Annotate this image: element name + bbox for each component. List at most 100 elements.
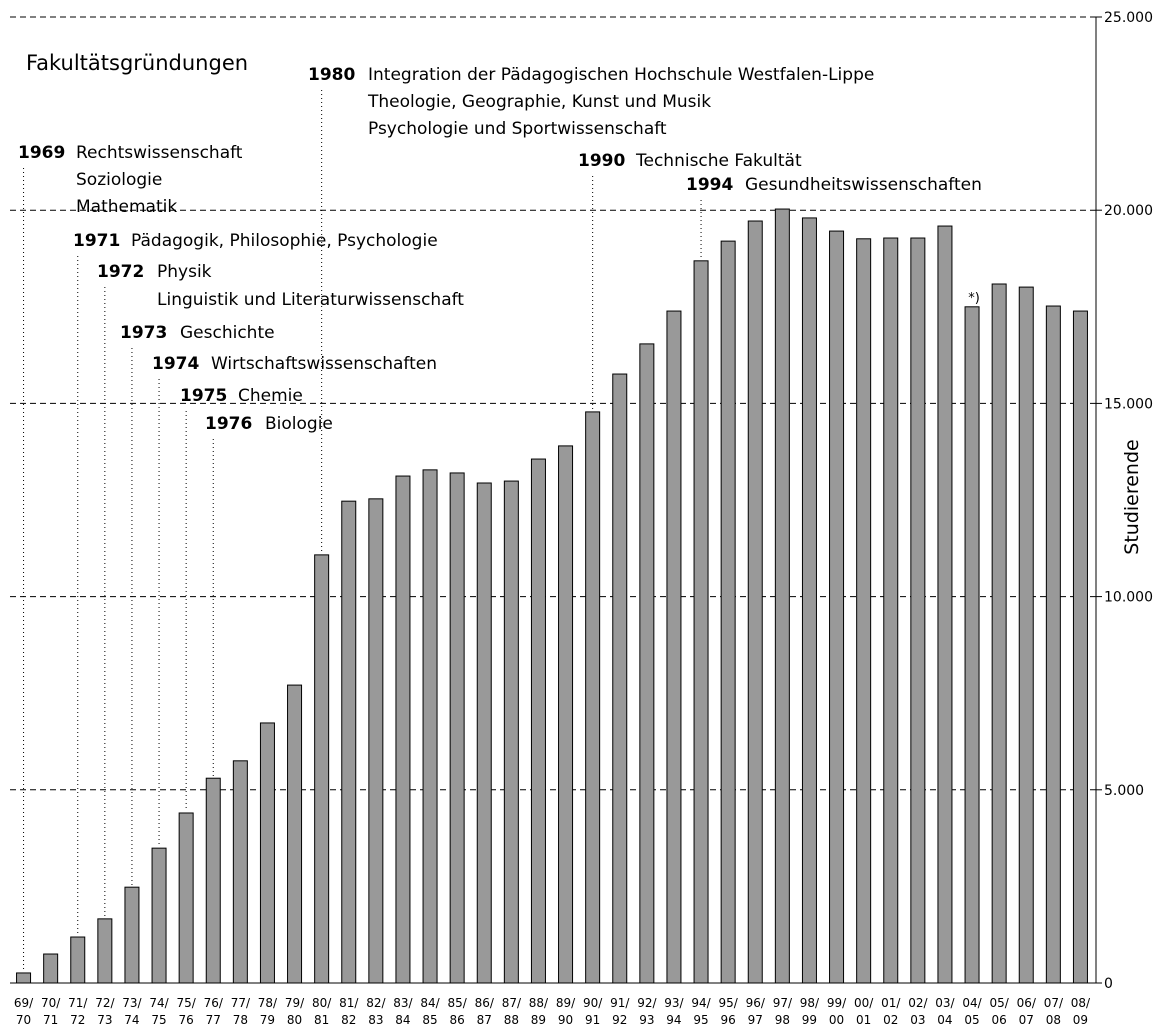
- x-tick-label: 94/95: [691, 996, 711, 1027]
- x-tick-label: 97/98: [773, 996, 793, 1027]
- bar: [937, 225, 953, 984]
- x-tick-label: 03/04: [935, 996, 955, 1027]
- x-tick-label: 93/94: [664, 996, 684, 1027]
- bar: [503, 480, 519, 984]
- x-tick-label: 92/93: [637, 996, 657, 1027]
- annotation-text: Geschichte: [180, 323, 275, 343]
- bar: [774, 208, 790, 984]
- annotation-text: Integration der Pädagogischen Hochschule…: [368, 65, 874, 85]
- note: *): [968, 291, 980, 306]
- x-tick-label: 74/75: [149, 996, 169, 1027]
- bar: [910, 237, 926, 984]
- x-tick-label: 83/84: [393, 996, 413, 1027]
- bar: [991, 283, 1007, 984]
- bar: [693, 260, 709, 984]
- annotation-text: Pädagogik, Philosophie, Psychologie: [131, 231, 438, 251]
- annotation-year: 1972: [97, 262, 144, 282]
- bar: [232, 760, 248, 984]
- x-tick-label: 08/09: [1071, 996, 1091, 1027]
- x-tick-label: 01/02: [881, 996, 901, 1027]
- x-tick-label: 69/70: [14, 996, 34, 1027]
- bar: [801, 217, 817, 984]
- bar: [585, 411, 601, 984]
- annotation-text: Psychologie und Sportwissenschaft: [368, 119, 667, 139]
- x-tick-label: 00/01: [854, 996, 874, 1027]
- bar: [341, 500, 357, 984]
- bar: [883, 237, 899, 984]
- annotation-text: Rechtswissenschaft: [76, 143, 243, 163]
- annotation-text: Technische Fakultät: [635, 151, 802, 171]
- bar: [178, 812, 194, 984]
- bar: [422, 469, 438, 984]
- x-tick-label: 78/79: [258, 996, 278, 1027]
- x-tick-label: 86/87: [475, 996, 495, 1027]
- y-axis-label: Studierende: [1121, 439, 1143, 554]
- bar: [829, 230, 845, 984]
- bar: [476, 482, 492, 984]
- x-tick-label: 91/92: [610, 996, 630, 1027]
- x-tick-label: 04/05: [962, 996, 982, 1027]
- x-tick-label: 07/08: [1044, 996, 1064, 1027]
- bar: [259, 722, 275, 984]
- annotation-text: Linguistik und Literaturwissenschaft: [157, 290, 464, 310]
- annotation-year: 1990: [578, 151, 625, 171]
- x-tick-label: 80/81: [312, 996, 332, 1027]
- bar: [449, 472, 465, 984]
- annotation-text: Wirtschaftswissenschaften: [211, 354, 437, 374]
- bar: [1018, 286, 1034, 984]
- bar: [16, 972, 32, 984]
- bar: [1072, 310, 1088, 984]
- annotation-year: 1976: [205, 414, 252, 434]
- annotation-text: Physik: [157, 262, 212, 282]
- bar: [720, 240, 736, 984]
- y-tick-label: 0: [1104, 976, 1113, 992]
- x-tick-label: 87/88: [502, 996, 522, 1027]
- annotation-year: 1974: [152, 354, 199, 374]
- x-tick-label: 79/80: [285, 996, 305, 1027]
- x-tick-label: 98/99: [800, 996, 820, 1027]
- x-tick-label: 72/73: [95, 996, 115, 1027]
- x-tick-label: 96/97: [746, 996, 766, 1027]
- x-tick-label: 90/91: [583, 996, 603, 1027]
- bar: [43, 953, 59, 984]
- bar: [314, 554, 330, 984]
- bar: [395, 475, 411, 984]
- annotation-text: Chemie: [238, 386, 303, 406]
- chart-title: Fakultätsgründungen: [26, 51, 248, 75]
- bar: [205, 777, 221, 984]
- bar: [558, 445, 574, 984]
- bar: [856, 238, 872, 984]
- annotation-year: 1973: [120, 323, 167, 343]
- annotation-text: Biologie: [265, 414, 333, 434]
- annotation-year: 1980: [308, 65, 355, 85]
- x-tick-label: 84/85: [420, 996, 440, 1027]
- x-tick-label: 77/78: [231, 996, 251, 1027]
- annotation-year: 1994: [686, 175, 733, 195]
- x-tick-label: 71/72: [68, 996, 88, 1027]
- x-tick-label: 89/90: [556, 996, 576, 1027]
- x-tick-label: 02/03: [908, 996, 928, 1027]
- y-tick-label: 5.000: [1104, 783, 1144, 799]
- bar: [1045, 305, 1061, 984]
- y-tick-label: 10.000: [1104, 590, 1153, 606]
- annotation-text: Theologie, Geographie, Kunst und Musik: [367, 92, 711, 112]
- x-tick-label: 05/06: [989, 996, 1009, 1027]
- x-tick-label: 85/86: [447, 996, 467, 1027]
- x-tick-label: 82/83: [366, 996, 386, 1027]
- bar: [151, 847, 167, 984]
- bar: [70, 936, 86, 984]
- y-tick-label: 25.000: [1104, 10, 1153, 26]
- x-tick-label: 75/76: [176, 996, 196, 1027]
- bar: [287, 684, 303, 984]
- bar: [639, 343, 655, 984]
- annotation-text: Gesundheitswissenschaften: [745, 175, 982, 195]
- annotation-text: Mathematik: [76, 197, 177, 217]
- y-tick-label: 20.000: [1104, 203, 1153, 219]
- bar: [747, 220, 763, 984]
- x-tick-label: 88/89: [529, 996, 549, 1027]
- annotation-year: 1975: [180, 386, 227, 406]
- bar: [964, 306, 980, 984]
- x-tick-label: 95/96: [718, 996, 738, 1027]
- x-tick-label: 76/77: [204, 996, 224, 1027]
